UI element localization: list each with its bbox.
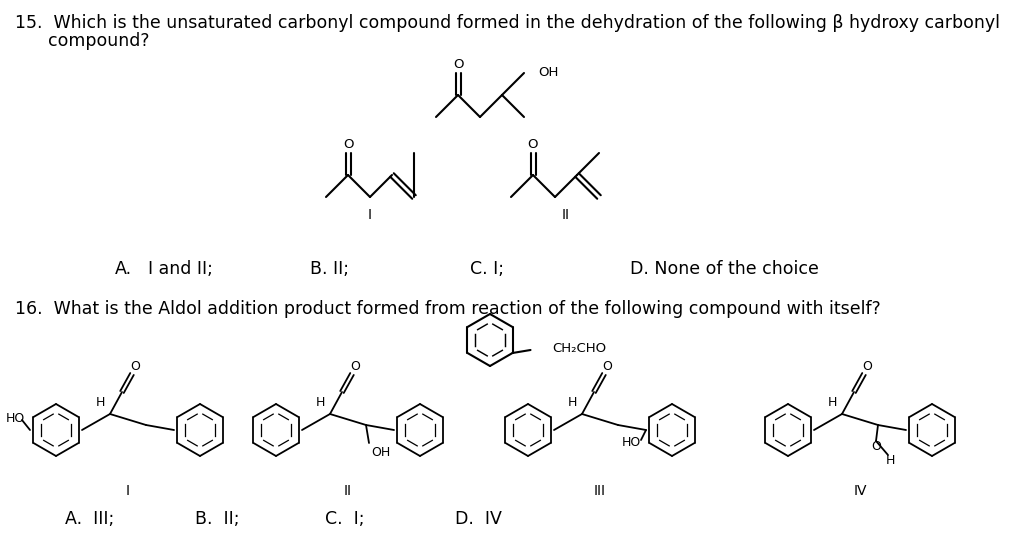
Text: HO: HO [622,435,641,449]
Text: OH: OH [371,447,390,459]
Text: A.: A. [115,260,132,278]
Text: I: I [126,484,130,498]
Text: D.  IV: D. IV [455,510,502,528]
Text: IV: IV [853,484,866,498]
Text: OH: OH [538,66,558,80]
Text: O: O [871,440,881,454]
Text: compound?: compound? [15,32,150,50]
Text: H: H [827,396,837,408]
Text: O: O [343,138,353,151]
Text: C. I;: C. I; [470,260,504,278]
Text: B.  II;: B. II; [195,510,240,528]
Text: A.  III;: A. III; [65,510,115,528]
Text: C.  I;: C. I; [325,510,365,528]
Text: 15.  Which is the unsaturated carbonyl compound formed in the dehydration of the: 15. Which is the unsaturated carbonyl co… [15,14,1000,32]
Text: O: O [350,361,360,373]
Text: H: H [315,396,325,408]
Text: D. None of the choice: D. None of the choice [630,260,819,278]
Text: O: O [453,59,463,71]
Text: O: O [862,361,872,373]
Text: I: I [368,208,372,222]
Text: B. II;: B. II; [310,260,349,278]
Text: CH₂CHO: CH₂CHO [553,341,606,355]
Text: I and II;: I and II; [148,260,213,278]
Text: 16.  What is the Aldol addition product formed from reaction of the following co: 16. What is the Aldol addition product f… [15,300,881,318]
Text: III: III [594,484,606,498]
Text: H: H [886,454,895,466]
Text: H: H [95,396,104,408]
Text: HO: HO [6,412,25,424]
Text: O: O [602,361,612,373]
Text: H: H [567,396,577,408]
Text: O: O [130,361,140,373]
Text: II: II [562,208,570,222]
Text: II: II [344,484,352,498]
Text: O: O [527,138,539,151]
